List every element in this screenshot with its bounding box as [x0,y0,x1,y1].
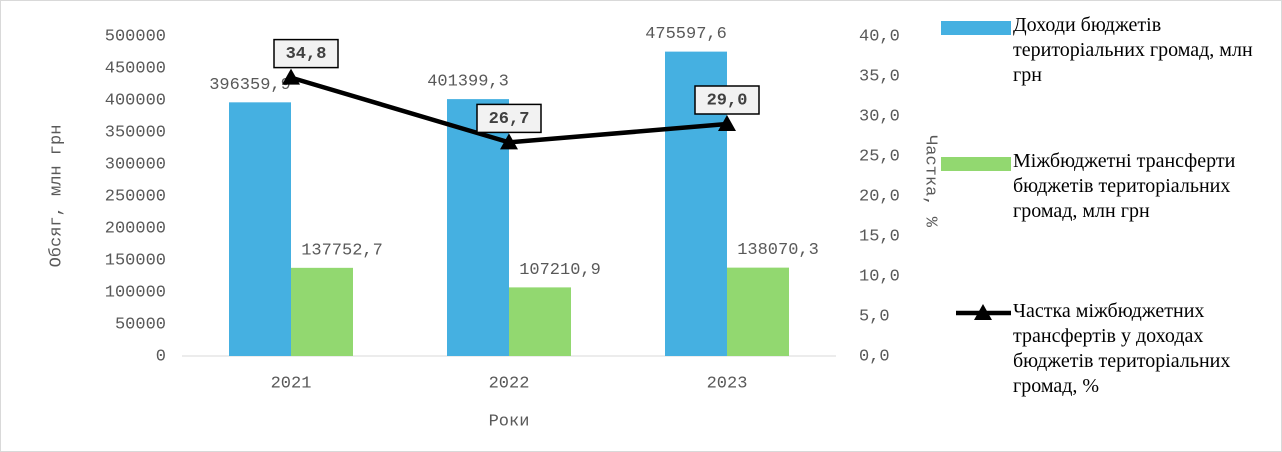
data-label: 137752,7 [301,241,383,260]
y2-tick-label: 20,0 [859,187,900,206]
y2-tick-label: 10,0 [859,267,900,286]
y-tick-label: 500000 [105,27,166,46]
y-tick-label: 150000 [105,251,166,270]
y2-tick-label: 5,0 [859,307,890,326]
y-tick-label: 350000 [105,123,166,142]
legend-label: Доходи бюджетів територіальних громад, м… [1013,14,1253,86]
y2-tick-label: 15,0 [859,227,900,246]
data-label: 26,7 [489,110,530,129]
y2-axis-title: Частка, % [921,135,940,228]
legend-label: Міжбюджетні трансферти бюджетів територі… [1013,150,1236,222]
data-label: 34,8 [286,45,327,64]
x-tick-label: 2023 [707,374,748,393]
y-axis-title: Обсяг, млн грн [47,125,66,268]
line-marker [282,68,300,85]
legend-swatch [941,21,1011,35]
y-tick-label: 50000 [115,315,166,334]
y-tick-label: 400000 [105,91,166,110]
data-label: 107210,9 [519,261,601,280]
y-tick-label: 250000 [105,187,166,206]
bar [291,267,353,356]
y2-tick-label: 40,0 [859,27,900,46]
y-tick-label: 300000 [105,155,166,174]
bar [727,267,789,356]
bar [509,287,571,356]
legend-marker [974,304,992,320]
data-label: 396359,9 [209,76,291,95]
y2-tick-label: 25,0 [859,147,900,166]
data-label: 401399,3 [427,73,509,92]
y2-tick-label: 35,0 [859,67,900,86]
x-tick-label: 2021 [271,374,312,393]
data-label: 138070,3 [737,241,819,260]
y2-tick-label: 0,0 [859,347,890,366]
bar [229,102,291,356]
y-tick-label: 200000 [105,219,166,238]
legend-label: Частка міжбюджетних трансфертів у дохода… [1013,300,1231,397]
y2-tick-label: 30,0 [859,107,900,126]
x-axis-title: Роки [489,412,530,431]
data-label: 475597,6 [645,25,727,44]
x-tick-label: 2022 [489,374,530,393]
data-label-box [273,38,339,69]
data-label-box [694,85,760,115]
line-marker [500,133,518,150]
bar [447,99,509,357]
data-label-box [476,103,542,134]
line-marker [718,115,736,131]
y-tick-label: 450000 [105,59,166,78]
legend-swatch [941,157,1011,171]
y-tick-label: 0 [156,347,166,366]
data-label: 29,0 [707,91,748,110]
y-tick-label: 100000 [105,283,166,302]
